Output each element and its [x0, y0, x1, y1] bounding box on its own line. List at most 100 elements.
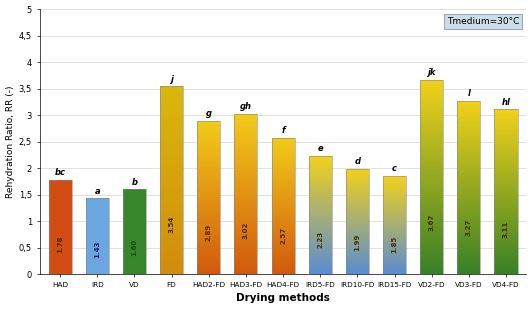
- Bar: [494, 139, 518, 141]
- Bar: [494, 196, 518, 197]
- Bar: [160, 259, 183, 260]
- Bar: [197, 162, 220, 163]
- Bar: [383, 225, 406, 226]
- Bar: [420, 140, 443, 141]
- Bar: [494, 269, 518, 270]
- Bar: [48, 234, 72, 235]
- Bar: [271, 262, 295, 263]
- Bar: [458, 162, 480, 163]
- Bar: [160, 232, 183, 234]
- Bar: [346, 177, 369, 178]
- Bar: [420, 149, 443, 151]
- Bar: [383, 232, 406, 233]
- Bar: [494, 208, 518, 210]
- Bar: [271, 198, 295, 199]
- Bar: [309, 232, 332, 233]
- Bar: [48, 267, 72, 268]
- Bar: [494, 148, 518, 149]
- Bar: [48, 268, 72, 269]
- Bar: [420, 99, 443, 101]
- Bar: [346, 232, 369, 233]
- Bar: [420, 115, 443, 117]
- Bar: [234, 217, 257, 218]
- Bar: [309, 236, 332, 237]
- Bar: [160, 150, 183, 152]
- Bar: [234, 194, 257, 196]
- Bar: [197, 206, 220, 208]
- Bar: [86, 204, 109, 205]
- Bar: [197, 153, 220, 154]
- Bar: [420, 175, 443, 177]
- Bar: [346, 207, 369, 208]
- Bar: [160, 251, 183, 252]
- Bar: [234, 142, 257, 143]
- Bar: [309, 169, 332, 170]
- Bar: [383, 184, 406, 185]
- Bar: [197, 230, 220, 231]
- Bar: [458, 170, 480, 171]
- Bar: [383, 182, 406, 183]
- Bar: [420, 187, 443, 188]
- Bar: [197, 176, 220, 177]
- Bar: [123, 208, 146, 209]
- Bar: [383, 250, 406, 251]
- Bar: [458, 176, 480, 177]
- Bar: [383, 246, 406, 247]
- Bar: [234, 219, 257, 221]
- Bar: [271, 193, 295, 195]
- Bar: [458, 154, 480, 156]
- Bar: [160, 179, 183, 180]
- Bar: [234, 265, 257, 266]
- Bar: [234, 223, 257, 225]
- Bar: [458, 125, 480, 127]
- Bar: [234, 157, 257, 158]
- Bar: [346, 223, 369, 224]
- Bar: [86, 256, 109, 257]
- Bar: [123, 223, 146, 224]
- Bar: [420, 227, 443, 229]
- Bar: [234, 181, 257, 182]
- Bar: [458, 224, 480, 225]
- Bar: [383, 264, 406, 265]
- Bar: [458, 124, 480, 125]
- Bar: [383, 251, 406, 252]
- Text: 3.27: 3.27: [466, 219, 472, 236]
- Bar: [309, 246, 332, 247]
- Bar: [160, 268, 183, 269]
- Bar: [383, 211, 406, 212]
- Bar: [346, 268, 369, 269]
- Bar: [309, 219, 332, 220]
- Bar: [458, 143, 480, 144]
- Bar: [123, 227, 146, 228]
- Bar: [458, 147, 480, 149]
- Bar: [346, 256, 369, 257]
- Bar: [86, 208, 109, 209]
- Bar: [494, 203, 518, 204]
- Bar: [160, 246, 183, 248]
- Bar: [86, 251, 109, 252]
- Bar: [86, 209, 109, 210]
- Bar: [494, 154, 518, 156]
- Bar: [86, 240, 109, 241]
- Text: 2.57: 2.57: [280, 227, 286, 244]
- Bar: [197, 222, 220, 223]
- Bar: [123, 242, 146, 243]
- Bar: [458, 237, 480, 238]
- Bar: [420, 239, 443, 240]
- Bar: [383, 192, 406, 193]
- Bar: [420, 154, 443, 156]
- Bar: [458, 163, 480, 164]
- Bar: [197, 201, 220, 203]
- Bar: [309, 247, 332, 248]
- Bar: [383, 183, 406, 184]
- Bar: [160, 262, 183, 263]
- Bar: [494, 258, 518, 259]
- Bar: [420, 195, 443, 197]
- Bar: [494, 116, 518, 117]
- Bar: [123, 215, 146, 216]
- Bar: [346, 192, 369, 193]
- Bar: [346, 253, 369, 254]
- Bar: [309, 239, 332, 240]
- Bar: [86, 263, 109, 264]
- Bar: [383, 249, 406, 250]
